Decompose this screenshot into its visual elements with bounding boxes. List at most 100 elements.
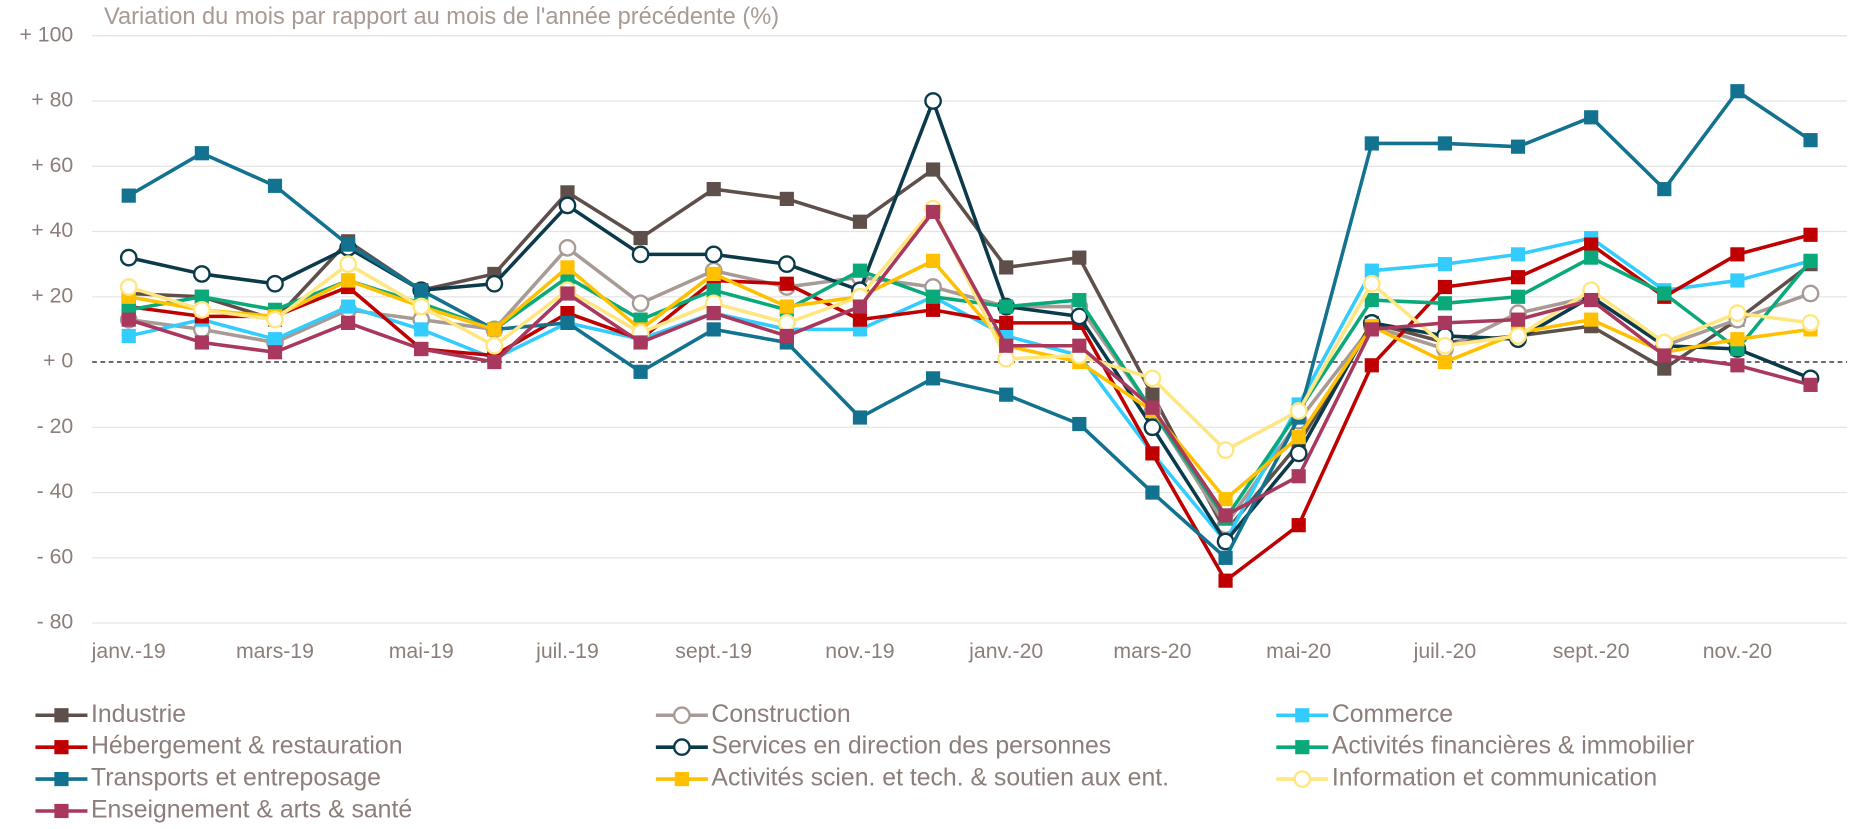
- y-tick-label: + 80: [31, 88, 73, 112]
- legend-label: Commerce: [1332, 701, 1453, 728]
- y-tick-label: + 20: [31, 283, 73, 307]
- data-point: [487, 322, 502, 337]
- data-point: [1510, 139, 1526, 154]
- data-point: [414, 322, 429, 337]
- data-point: [924, 92, 942, 110]
- y-tick-label: - 20: [37, 414, 74, 438]
- data-point: [1364, 358, 1379, 373]
- legend-marker: [54, 740, 69, 755]
- data-point: [1072, 338, 1087, 353]
- data-point: [194, 289, 209, 304]
- data-point: [1364, 322, 1379, 337]
- data-point: [1509, 327, 1527, 345]
- data-point: [925, 371, 941, 386]
- x-tick-label: nov.-20: [1703, 639, 1772, 663]
- legend-marker: [1295, 740, 1310, 755]
- data-point: [1218, 573, 1233, 588]
- data-point: [1584, 237, 1599, 252]
- data-point: [1584, 110, 1599, 125]
- data-point: [1145, 446, 1160, 461]
- data-point: [852, 299, 868, 314]
- data-point: [1437, 257, 1453, 272]
- data-point: [266, 310, 284, 329]
- data-point: [1803, 377, 1818, 392]
- data-point: [1291, 469, 1306, 484]
- data-point: [414, 283, 429, 298]
- data-point: [1070, 307, 1089, 326]
- data-point: [633, 230, 648, 246]
- data-point: [1216, 441, 1235, 460]
- y-tick-label: + 60: [31, 153, 73, 177]
- data-point: [1145, 400, 1160, 415]
- data-point: [414, 341, 429, 357]
- data-point: [267, 345, 283, 360]
- data-point: [1362, 274, 1381, 293]
- data-point: [631, 245, 650, 264]
- data-point: [266, 274, 284, 293]
- legend-label: Activités scien. et tech. & soutien aux …: [711, 765, 1169, 792]
- data-point: [1364, 292, 1379, 308]
- data-point: [779, 299, 794, 314]
- y-tick-label: - 40: [37, 479, 74, 503]
- x-tick-label: janv.-19: [91, 639, 166, 663]
- data-point: [1584, 292, 1599, 308]
- legend-marker: [54, 771, 69, 787]
- data-point: [706, 283, 721, 298]
- x-tick-label: janv.-20: [968, 639, 1043, 663]
- data-point: [1510, 312, 1526, 327]
- data-point: [1803, 253, 1818, 268]
- data-point: [925, 204, 941, 220]
- data-point: [706, 266, 721, 282]
- data-point: [999, 338, 1014, 353]
- data-point: [633, 335, 648, 350]
- legend-label: Services en direction des personnes: [711, 733, 1111, 760]
- x-tick-label: mai-19: [389, 639, 454, 663]
- data-point: [925, 162, 941, 177]
- data-point: [1730, 247, 1745, 262]
- data-point: [999, 315, 1014, 330]
- data-point: [1657, 348, 1672, 363]
- data-point: [121, 188, 136, 203]
- data-point: [121, 312, 136, 327]
- x-tick-label: juil.-20: [1413, 639, 1477, 663]
- data-point: [1364, 136, 1379, 151]
- data-point: [341, 299, 356, 314]
- data-point: [1143, 369, 1162, 388]
- data-point: [1801, 314, 1820, 332]
- data-point: [1584, 250, 1599, 265]
- data-point: [704, 245, 723, 264]
- x-tick-label: mars-20: [1113, 639, 1191, 663]
- series-line: [128, 206, 1811, 452]
- data-point: [487, 354, 502, 370]
- data-point: [852, 214, 868, 229]
- data-point: [1437, 354, 1453, 370]
- data-point: [1657, 182, 1672, 197]
- data-point: [706, 322, 721, 337]
- data-point: [1803, 227, 1818, 242]
- series-line: [128, 210, 1811, 518]
- legend-label: Hébergement & restauration: [91, 733, 403, 760]
- data-point: [1289, 402, 1308, 420]
- data-point: [192, 265, 211, 283]
- data-point: [1218, 508, 1233, 523]
- data-point: [1803, 133, 1818, 148]
- data-point: [925, 302, 941, 317]
- data-point: [119, 248, 138, 267]
- data-point: [925, 253, 941, 268]
- legend-marker: [54, 803, 69, 819]
- data-point: [777, 255, 796, 274]
- data-point: [1655, 333, 1674, 352]
- data-point: [1801, 284, 1820, 303]
- legend-marker: [1293, 770, 1312, 788]
- data-point: [341, 315, 356, 330]
- legend-marker: [54, 708, 69, 723]
- x-tick-label: sept.-19: [675, 639, 752, 663]
- legend-label: Transports et entreposage: [91, 765, 381, 792]
- chart-title: Variation du mois par rapport au mois de…: [104, 4, 779, 30]
- legend-label: Information et communication: [1332, 765, 1657, 792]
- x-tick-label: mai-20: [1266, 639, 1331, 663]
- data-point: [999, 299, 1014, 314]
- data-point: [341, 237, 356, 252]
- data-point: [1728, 304, 1747, 322]
